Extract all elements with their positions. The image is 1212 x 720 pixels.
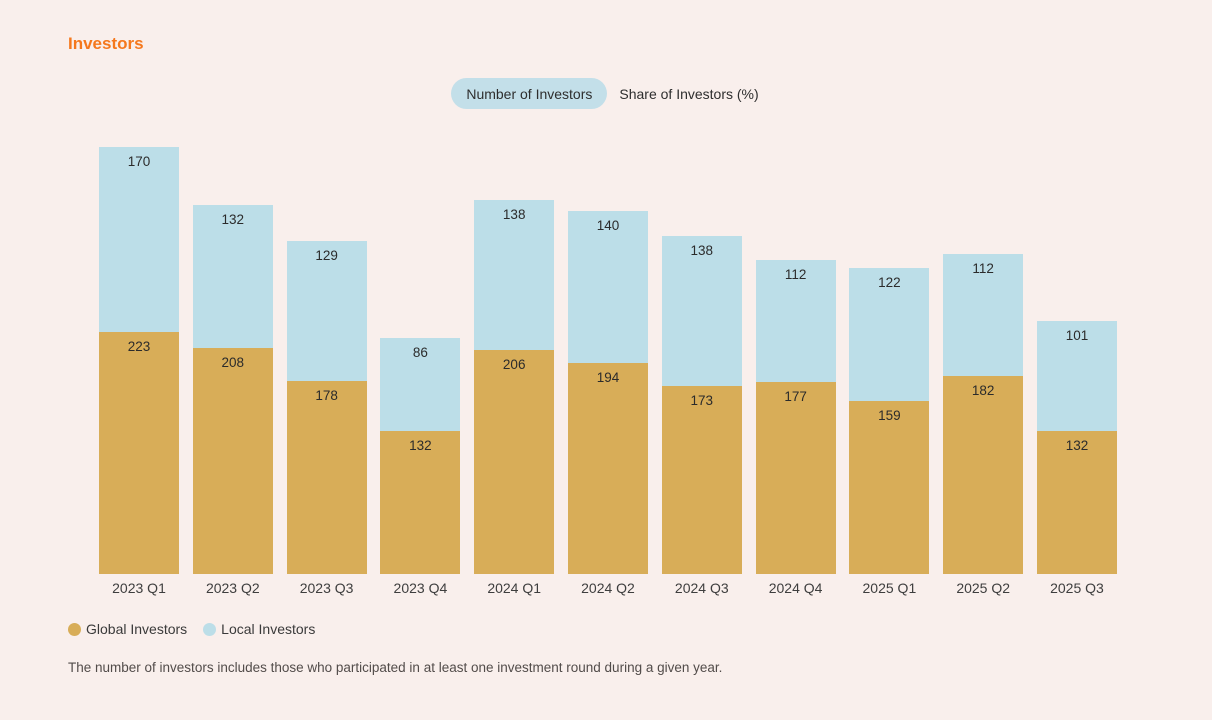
legend-item[interactable]: Global Investors (68, 621, 187, 637)
tab-number-of-investors[interactable]: Number of Investors (451, 78, 608, 109)
bar-segment-global[interactable]: 132 (380, 431, 461, 574)
bar-value-label: 177 (784, 389, 807, 404)
bar-column: 138 173 (661, 236, 742, 574)
bar-segment-global[interactable]: 182 (943, 376, 1024, 574)
bar-segment-local[interactable]: 170 (99, 147, 179, 332)
bar-column: 101 132 (1036, 321, 1117, 574)
bar-segment-global[interactable]: 194 (567, 363, 648, 574)
x-axis-label: 2025 Q3 (1050, 580, 1104, 596)
tab-share-of-investors[interactable]: Share of Investors (%) (619, 85, 759, 102)
legend-swatch-icon (203, 622, 217, 636)
stacked-bar-chart: 170 223 132 208 129 178 86 132 138 206 140 194 138 17… (99, 120, 1117, 574)
bar-value-label: 170 (127, 154, 151, 169)
bar-segment-local[interactable]: 129 (286, 241, 367, 381)
bar-value-label: 122 (878, 275, 901, 290)
x-axis-label: 2023 Q3 (299, 580, 354, 596)
bar-column: 122 159 (849, 268, 930, 574)
bar-column: 138 206 (474, 200, 555, 574)
bar-value-label: 178 (315, 388, 338, 403)
x-axis-label: 2025 Q2 (956, 580, 1011, 596)
bar-segment-global[interactable]: 177 (755, 382, 836, 574)
bar-segment-global[interactable]: 223 (99, 332, 179, 574)
bar-value-label: 101 (1065, 328, 1089, 343)
bar-value-label: 138 (690, 243, 714, 258)
chart-legend: Global Investors Local Investors (68, 621, 315, 637)
bar-value-label: 182 (971, 383, 995, 398)
bar-segment-local[interactable]: 138 (661, 236, 742, 386)
bar-segment-local[interactable]: 122 (849, 268, 930, 401)
x-axis-labels: 2023 Q1 2023 Q2 2023 Q3 2023 Q4 2024 Q1 2024 … (99, 580, 1117, 596)
bar-value-label: 129 (315, 248, 338, 263)
bar-segment-global[interactable]: 208 (192, 348, 273, 574)
bar-column: 86 132 (380, 338, 461, 574)
bar-value-label: 208 (221, 355, 245, 370)
x-axis-label: 2024 Q2 (581, 580, 635, 596)
footnote: The number of investors includes those w… (68, 660, 723, 675)
bar-segment-local[interactable]: 138 (474, 200, 555, 350)
x-axis-label: 2025 Q1 (862, 580, 917, 596)
bar-value-label: 112 (972, 261, 994, 276)
x-axis-label: 2023 Q1 (112, 580, 166, 596)
bar-value-label: 159 (878, 408, 901, 423)
bar-value-label: 86 (412, 345, 428, 360)
x-axis-label: 2024 Q1 (487, 580, 542, 596)
bar-value-label: 138 (502, 207, 526, 222)
bar-segment-local[interactable]: 132 (192, 205, 273, 348)
bar-value-label: 132 (221, 212, 245, 227)
bar-value-label: 194 (596, 370, 620, 385)
x-axis-label: 2023 Q2 (205, 580, 260, 596)
bar-value-label: 132 (409, 438, 432, 453)
legend-item[interactable]: Local Investors (203, 621, 315, 637)
bar-segment-global[interactable]: 132 (1036, 431, 1117, 574)
bar-column: 112 182 (943, 254, 1024, 574)
x-axis-label: 2024 Q3 (674, 580, 729, 596)
bar-value-label: 112 (784, 267, 807, 282)
x-axis-label: 2024 Q4 (768, 580, 823, 596)
bar-value-label: 206 (502, 357, 526, 372)
bar-column: 132 208 (192, 205, 273, 574)
bar-value-label: 132 (1065, 438, 1089, 453)
bar-segment-local[interactable]: 86 (380, 338, 461, 431)
bar-segment-local[interactable]: 112 (943, 254, 1024, 376)
bar-segment-global[interactable]: 206 (474, 350, 555, 574)
bar-segment-global[interactable]: 173 (661, 386, 742, 574)
legend-swatch-icon (68, 622, 81, 636)
legend-label: Global Investors (86, 621, 188, 637)
x-axis-label: 2023 Q4 (393, 580, 448, 596)
bar-value-label: 223 (127, 339, 151, 354)
bar-segment-global[interactable]: 178 (286, 381, 367, 574)
bar-segment-local[interactable]: 112 (755, 260, 836, 382)
bar-column: 129 178 (286, 241, 367, 574)
bar-segment-local[interactable]: 101 (1036, 321, 1117, 431)
bar-value-label: 140 (596, 218, 620, 233)
bar-column: 112 177 (755, 260, 836, 574)
bar-value-label: 173 (690, 393, 714, 408)
bar-segment-global[interactable]: 159 (849, 401, 930, 574)
bar-column: 140 194 (567, 211, 648, 574)
bar-segment-local[interactable]: 140 (567, 211, 648, 363)
view-toggle-tabs: Number of Investors Share of Investors (… (0, 78, 1212, 109)
bar-column: 170 223 (99, 147, 179, 574)
page-title: Investors (68, 34, 144, 53)
legend-label: Local Investors (221, 621, 316, 637)
